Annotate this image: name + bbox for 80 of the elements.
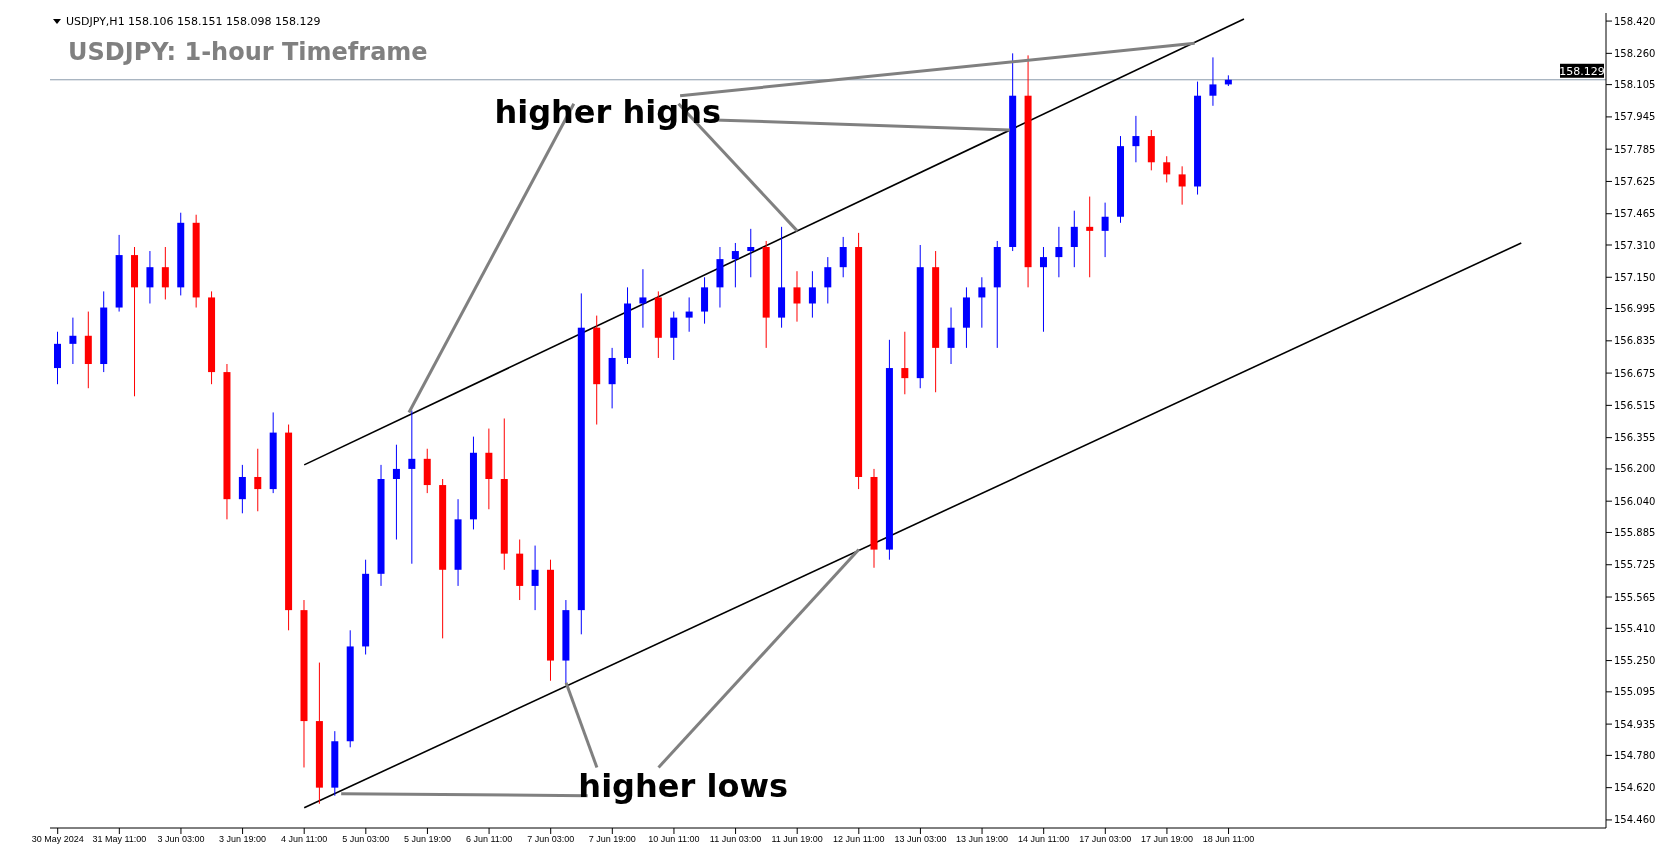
candlestick xyxy=(1070,210,1078,268)
x-tick-label: 10 Jun 11:00 xyxy=(648,834,700,845)
y-tick-label: 154.620 xyxy=(1614,782,1656,794)
y-tick-label: 155.410 xyxy=(1614,622,1656,634)
y-tick-label: 156.200 xyxy=(1614,463,1656,475)
y-tick-label: 157.150 xyxy=(1614,271,1656,283)
x-tick-label: 3 Jun 19:00 xyxy=(219,834,267,845)
x-tick-label: 6 Jun 11:00 xyxy=(465,834,513,845)
x-tick-label: 12 Jun 11:00 xyxy=(833,834,885,845)
x-tick-label: 18 Jun 11:00 xyxy=(1202,834,1255,845)
candlestick xyxy=(824,256,832,304)
x-tick-label: 5 Jun 19:00 xyxy=(403,834,451,845)
x-tick-label: 4 Jun 11:00 xyxy=(281,834,328,845)
candlestick xyxy=(146,250,154,304)
y-tick-label: 155.250 xyxy=(1614,655,1656,667)
candlestick xyxy=(901,331,909,395)
y-tick-label: 157.310 xyxy=(1614,239,1656,251)
candlestick xyxy=(531,545,539,611)
chart-subtitle: USDJPY,H1 158.106 158.151 158.098 158.129 xyxy=(66,15,321,28)
candlestick xyxy=(1039,246,1047,333)
x-tick-label: 7 Jun 19:00 xyxy=(588,834,636,845)
ref-line-label: 158.129 xyxy=(1559,64,1605,78)
x-tick-label: 7 Jun 03:00 xyxy=(527,834,575,845)
y-tick-label: 155.095 xyxy=(1614,686,1656,698)
y-tick-label: 158.420 xyxy=(1614,15,1656,27)
y-tick-label: 156.675 xyxy=(1614,367,1656,379)
candlestick xyxy=(685,296,693,333)
candlestick xyxy=(238,464,246,514)
y-tick-label: 154.460 xyxy=(1614,814,1656,826)
candlestick xyxy=(392,444,400,541)
candlestick xyxy=(793,270,801,323)
candlestick xyxy=(161,246,169,300)
annotation: higher lows xyxy=(578,766,788,805)
candlestick xyxy=(839,236,847,278)
candlestick xyxy=(747,228,755,278)
candlestick xyxy=(254,448,262,512)
annotation: higher highs xyxy=(494,92,721,131)
y-tick-label: 155.725 xyxy=(1614,559,1656,571)
y-tick-label: 157.465 xyxy=(1614,208,1656,220)
x-tick-label: 13 Jun 03:00 xyxy=(894,834,947,845)
candlestick xyxy=(1163,155,1171,183)
x-tick-label: 3 Jun 03:00 xyxy=(157,834,205,845)
y-tick-label: 158.105 xyxy=(1614,79,1656,91)
candlestick xyxy=(978,276,986,329)
candlestick xyxy=(670,311,678,361)
candlestick xyxy=(1132,115,1140,163)
y-tick-label: 155.885 xyxy=(1614,527,1656,539)
x-tick-label: 11 Jun 19:00 xyxy=(771,834,823,845)
x-tick-label: 13 Jun 19:00 xyxy=(956,834,1009,845)
candlestick xyxy=(947,307,955,365)
text: USDJPY: 1-hour Timeframe xyxy=(68,38,428,66)
y-tick-label: 156.355 xyxy=(1614,432,1656,444)
candlestick xyxy=(1055,226,1063,278)
candlestick xyxy=(1101,202,1109,258)
y-tick-label: 157.625 xyxy=(1614,176,1656,187)
y-tick-label: 156.835 xyxy=(1614,335,1656,347)
x-tick-label: 17 Jun 03:00 xyxy=(1079,834,1132,845)
candlestick xyxy=(731,242,739,288)
x-tick-label: 30 May 2024 xyxy=(31,834,84,845)
y-tick-label: 157.945 xyxy=(1614,111,1656,123)
y-tick-label: 156.995 xyxy=(1614,303,1656,315)
candlestick xyxy=(1178,165,1186,206)
x-tick-label: 5 Jun 03:00 xyxy=(342,834,390,845)
candlestick xyxy=(639,268,647,329)
x-tick-label: 17 Jun 19:00 xyxy=(1140,834,1193,845)
y-tick-label: 154.780 xyxy=(1614,749,1656,761)
y-tick-label: 158.260 xyxy=(1614,47,1656,59)
y-tick-label: 155.565 xyxy=(1614,591,1656,603)
x-tick-label: 31 May 11:00 xyxy=(92,834,147,845)
y-tick-label: 156.515 xyxy=(1614,399,1656,411)
candlestick xyxy=(1209,56,1217,107)
candlestick xyxy=(69,317,77,365)
candlestick xyxy=(1086,196,1094,278)
y-tick-label: 154.935 xyxy=(1614,718,1656,730)
y-tick-label: 157.785 xyxy=(1614,143,1656,155)
candlestick xyxy=(408,409,416,565)
x-tick-label: 11 Jun 03:00 xyxy=(709,834,762,845)
y-tick-label: 156.040 xyxy=(1614,495,1656,507)
candlestick xyxy=(808,270,816,319)
x-tick-label: 14 Jun 11:00 xyxy=(1017,834,1070,845)
